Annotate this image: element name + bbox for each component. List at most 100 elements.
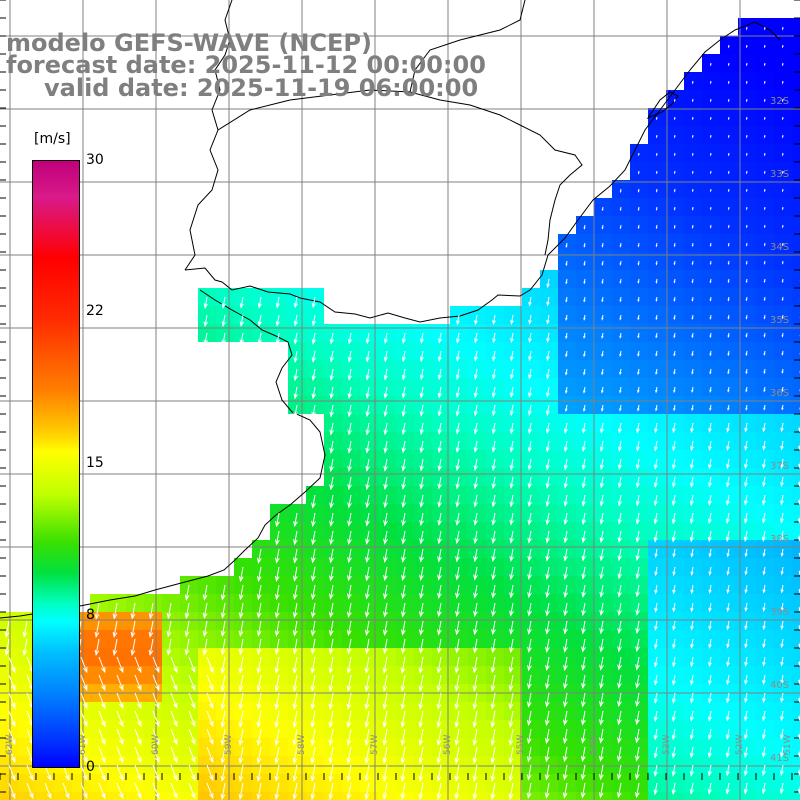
wind-arrow (491, 548, 496, 563)
wind-cell (360, 792, 378, 800)
wind-arrow (599, 476, 604, 489)
wind-arrow (710, 188, 712, 193)
wind-cell (756, 792, 774, 800)
wind-arrow (436, 782, 442, 800)
wind-arrow (744, 656, 748, 667)
wind-arrow (563, 602, 568, 617)
wind-cell (108, 792, 126, 800)
wind-cell (162, 792, 180, 800)
wind-cell (792, 180, 800, 198)
wind-arrow (436, 710, 442, 728)
wind-arrow (418, 764, 424, 782)
wind-arrow (8, 782, 16, 800)
wind-cell (774, 792, 792, 800)
wind-arrow (365, 494, 370, 509)
wind-arrow (473, 386, 478, 399)
wind-arrow (220, 602, 226, 619)
wind-arrow (292, 656, 298, 674)
wind-arrow (745, 242, 748, 247)
wind-arrow (4, 638, 10, 656)
wind-arrow (454, 674, 460, 692)
wind-arrow (728, 188, 730, 193)
wind-arrow (599, 674, 604, 690)
wind-arrow (690, 638, 694, 649)
wind-arrow (780, 710, 784, 722)
wind-arrow (562, 746, 568, 763)
wind-arrow (509, 530, 514, 544)
wind-cell (792, 108, 800, 126)
wind-arrow (436, 746, 442, 764)
wind-cell (738, 792, 756, 800)
wind-arrow (617, 494, 622, 507)
wind-arrow (328, 638, 334, 655)
wind-arrow (220, 584, 226, 601)
wind-arrow (764, 26, 766, 31)
wind-arrow (383, 494, 388, 509)
wind-arrow (746, 44, 748, 49)
wind-arrow (491, 530, 496, 544)
wind-arrow (764, 134, 766, 139)
wind-arrow (383, 440, 388, 454)
wind-arrow (328, 746, 334, 764)
wind-arrow (544, 782, 550, 799)
wind-arrow (581, 530, 586, 544)
wind-arrow (329, 548, 334, 564)
wind-arrow (383, 386, 388, 399)
wind-arrow (419, 440, 424, 454)
wind-arrow (221, 314, 226, 328)
wind-arrow (401, 350, 406, 363)
wind-arrow (130, 602, 136, 620)
wind-arrow (563, 422, 568, 434)
wind-arrow (256, 602, 262, 619)
wind-arrow (673, 314, 676, 321)
wind-arrow (310, 764, 316, 782)
wind-arrow (746, 116, 748, 121)
wind-arrow (221, 332, 226, 346)
wind-cell (792, 576, 800, 594)
wind-arrow (565, 314, 568, 321)
wind-cell (792, 774, 800, 792)
coastline-west (0, 289, 326, 619)
wind-arrow (764, 44, 766, 49)
wind-arrow (690, 674, 694, 686)
wind-arrow (238, 674, 244, 692)
wind-cell (306, 792, 324, 800)
wind-arrow (347, 440, 352, 454)
wind-cell (558, 792, 576, 800)
wind-arrow (347, 476, 352, 491)
wind-arrow (619, 260, 622, 266)
longitude-label: 60W (151, 735, 161, 755)
wind-arrow (780, 422, 784, 433)
wind-arrow (619, 296, 622, 303)
wind-arrow (617, 692, 622, 708)
wind-arrow (581, 656, 586, 671)
wind-arrow (490, 710, 496, 728)
wind-arrow (292, 566, 298, 582)
wind-arrow (601, 296, 604, 303)
wind-arrow (782, 152, 784, 157)
wind-arrow (202, 602, 208, 619)
wind-arrow (98, 728, 106, 746)
wind-arrow (563, 476, 568, 489)
wind-arrow (509, 548, 514, 563)
wind-cell (792, 360, 800, 378)
wind-arrow (581, 638, 586, 653)
wind-arrow (401, 404, 406, 417)
wind-cell (792, 522, 800, 540)
wind-arrow (691, 188, 694, 193)
wind-arrow (98, 674, 106, 692)
wind-arrow (94, 638, 100, 656)
wind-arrow (546, 368, 550, 380)
wind-arrow (600, 422, 604, 434)
wind-arrow (655, 188, 658, 193)
wind-arrow (655, 368, 658, 376)
wind-arrow (672, 458, 676, 470)
wind-arrow (310, 584, 316, 600)
wind-arrow (8, 692, 16, 710)
wind-arrow (563, 674, 568, 690)
wind-arrow (365, 584, 370, 600)
wind-arrow (365, 386, 370, 399)
wind-arrow (383, 404, 388, 418)
wind-arrow (743, 530, 748, 543)
wind-arrow (725, 494, 730, 506)
